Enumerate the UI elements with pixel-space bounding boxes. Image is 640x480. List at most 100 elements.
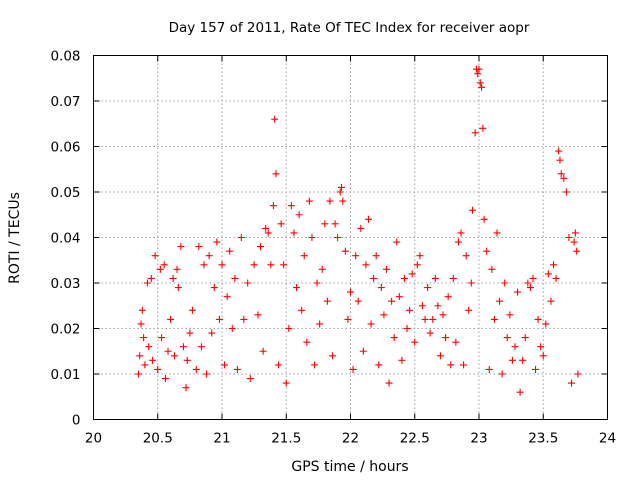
data-point: [151, 252, 159, 260]
x-tick-label: 21.5: [271, 431, 301, 447]
data-point: [413, 261, 421, 269]
data-point: [434, 302, 442, 310]
data-point: [259, 347, 267, 355]
y-axis-label: ROTI / TECUs: [7, 192, 23, 284]
data-point: [372, 252, 380, 260]
data-point: [408, 270, 416, 278]
data-point: [418, 302, 426, 310]
data-point: [147, 274, 155, 282]
data-point: [223, 293, 231, 301]
x-tick-label: 23.5: [528, 431, 558, 447]
data-point: [390, 334, 398, 342]
data-point: [475, 65, 483, 73]
data-point: [380, 311, 388, 319]
data-point: [431, 274, 439, 282]
data-point: [568, 379, 576, 387]
data-point: [205, 252, 213, 260]
data-point: [460, 361, 468, 369]
data-point: [488, 265, 496, 273]
data-point: [421, 315, 429, 323]
data-point: [326, 197, 334, 205]
data-point: [134, 370, 142, 378]
data-point: [282, 379, 290, 387]
y-tick-label: 0.04: [50, 231, 80, 247]
data-point: [257, 243, 265, 251]
data-point: [136, 352, 144, 360]
data-point: [479, 124, 487, 132]
data-point: [556, 156, 564, 164]
data-point: [385, 379, 393, 387]
data-point: [544, 270, 552, 278]
data-point: [254, 311, 262, 319]
data-point: [137, 320, 145, 328]
data-point: [240, 315, 248, 323]
x-tick-label: 21: [213, 431, 230, 447]
data-point: [524, 279, 532, 287]
y-tick-label: 0.01: [50, 367, 80, 383]
data-point: [277, 220, 285, 228]
x-tick-label: 22.5: [400, 431, 430, 447]
data-point: [145, 343, 153, 351]
data-point: [457, 229, 465, 237]
data-point: [161, 375, 169, 383]
data-point: [375, 361, 383, 369]
data-point: [393, 238, 401, 246]
data-point: [398, 356, 406, 364]
data-point: [182, 384, 190, 392]
data-point: [183, 356, 191, 364]
data-point: [316, 320, 324, 328]
data-point: [293, 284, 301, 292]
data-point: [403, 325, 411, 332]
data-point: [323, 297, 331, 305]
data-point: [313, 279, 321, 287]
data-point: [508, 356, 516, 364]
data-point: [329, 352, 337, 360]
y-tick-label: 0.07: [50, 94, 80, 110]
grid: [93, 55, 608, 420]
data-point: [246, 375, 254, 383]
data-point: [485, 365, 493, 373]
data-point: [203, 370, 211, 378]
data-point: [462, 252, 470, 260]
data-point: [416, 252, 424, 260]
data-point: [262, 224, 270, 232]
data-point: [331, 220, 339, 228]
data-point: [429, 315, 437, 323]
data-point: [476, 79, 484, 87]
x-tick-labels: 20 20.5 21 21.5 22 22.5 23 23.5 24: [85, 431, 616, 447]
data-point: [465, 306, 473, 314]
data-point: [344, 315, 352, 323]
data-point: [228, 325, 236, 332]
data-point: [156, 265, 164, 273]
data-point: [336, 188, 344, 196]
data-point: [534, 315, 542, 323]
data-point: [179, 343, 187, 351]
data-point: [272, 170, 280, 178]
y-tick-label: 0.02: [50, 322, 80, 338]
data-point: [295, 211, 303, 219]
data-point: [160, 261, 168, 269]
data-point: [503, 334, 511, 342]
data-point: [571, 229, 579, 237]
data-point: [271, 115, 279, 123]
data-point: [250, 261, 258, 269]
data-point: [200, 261, 208, 269]
data-point: [311, 361, 319, 369]
data-point: [298, 306, 306, 314]
data-point: [197, 343, 205, 351]
data-point: [442, 334, 450, 342]
data-point: [367, 320, 375, 328]
y-tick-label: 0: [72, 413, 81, 429]
data-point: [529, 274, 537, 282]
data-point: [521, 334, 529, 342]
data-point: [218, 261, 226, 269]
data-point: [436, 352, 444, 360]
data-point: [352, 252, 360, 260]
data-point: [474, 70, 482, 78]
data-point: [280, 261, 288, 269]
data-point: [454, 238, 462, 246]
x-tick-label: 20.5: [143, 431, 173, 447]
data-point: [233, 365, 241, 373]
y-tick-label: 0.03: [50, 276, 80, 292]
data-point: [174, 284, 182, 292]
